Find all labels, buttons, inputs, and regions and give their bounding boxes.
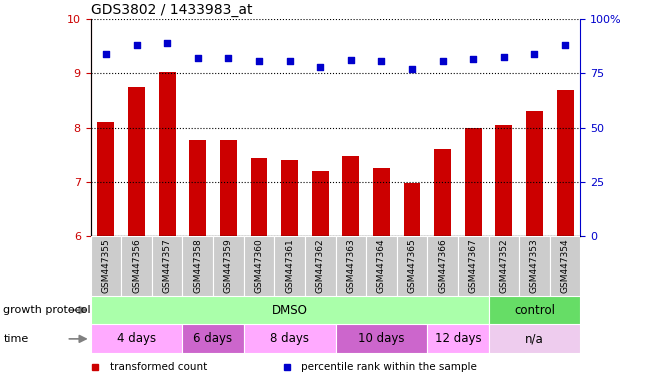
Point [285, 58, 295, 64]
Bar [152, 236, 183, 296]
Text: GSM447362: GSM447362 [315, 238, 325, 293]
Point [468, 56, 478, 62]
Text: GSM447364: GSM447364 [377, 238, 386, 293]
Text: DMSO: DMSO [272, 304, 307, 316]
Bar [427, 324, 488, 353]
Point [407, 66, 417, 72]
Text: time: time [3, 334, 29, 344]
Point [560, 42, 570, 48]
Text: GSM447363: GSM447363 [346, 238, 356, 293]
Bar [220, 140, 237, 236]
Bar [281, 160, 298, 236]
Bar [128, 87, 145, 236]
Bar [244, 324, 336, 353]
Bar [397, 236, 427, 296]
Text: growth protocol: growth protocol [3, 305, 91, 315]
Text: percentile rank within the sample: percentile rank within the sample [301, 362, 477, 372]
Point [437, 58, 448, 64]
Point [223, 55, 234, 61]
Text: 8 days: 8 days [270, 333, 309, 345]
Bar [244, 236, 274, 296]
Text: GSM447366: GSM447366 [438, 238, 447, 293]
Text: GSM447360: GSM447360 [254, 238, 264, 293]
Text: 10 days: 10 days [358, 333, 405, 345]
Point [529, 51, 540, 58]
Text: GSM447367: GSM447367 [469, 238, 478, 293]
Point [193, 55, 203, 61]
Text: GSM447355: GSM447355 [101, 238, 111, 293]
Text: GSM447361: GSM447361 [285, 238, 294, 293]
Bar [557, 90, 574, 236]
Bar [465, 127, 482, 236]
Bar [488, 296, 580, 324]
Bar [495, 125, 512, 236]
Bar [183, 324, 244, 353]
Bar [404, 183, 421, 236]
Text: GDS3802 / 1433983_at: GDS3802 / 1433983_at [91, 3, 252, 17]
Point [101, 51, 111, 58]
Text: GSM447352: GSM447352 [499, 238, 509, 293]
Bar [342, 156, 359, 236]
Text: GSM447359: GSM447359 [224, 238, 233, 293]
Text: GSM447354: GSM447354 [560, 238, 570, 293]
Bar [91, 236, 121, 296]
Point [131, 42, 142, 48]
Point [315, 64, 325, 70]
Bar [336, 236, 366, 296]
Bar [488, 324, 580, 353]
Text: n/a: n/a [525, 333, 544, 345]
Bar [427, 236, 458, 296]
Point [254, 58, 264, 64]
Text: 12 days: 12 days [435, 333, 481, 345]
Bar [189, 140, 206, 236]
Text: control: control [514, 304, 555, 316]
Bar [305, 236, 336, 296]
Text: GSM447357: GSM447357 [162, 238, 172, 293]
Bar [373, 168, 390, 236]
Text: GSM447353: GSM447353 [530, 238, 539, 293]
Bar [183, 236, 213, 296]
Text: GSM447365: GSM447365 [407, 238, 417, 293]
Bar [550, 236, 580, 296]
Bar [159, 72, 176, 236]
Bar [366, 236, 397, 296]
Bar [97, 122, 114, 236]
Bar [458, 236, 488, 296]
Point [376, 58, 386, 64]
Bar [336, 324, 427, 353]
Bar [312, 171, 329, 236]
Text: GSM447358: GSM447358 [193, 238, 202, 293]
Text: 6 days: 6 days [193, 333, 233, 345]
Bar [213, 236, 244, 296]
Bar [91, 296, 488, 324]
Text: GSM447356: GSM447356 [132, 238, 141, 293]
Bar [250, 157, 267, 236]
Bar [434, 149, 451, 236]
Text: 4 days: 4 days [117, 333, 156, 345]
Bar [519, 236, 550, 296]
Bar [526, 111, 543, 236]
Point [499, 53, 509, 60]
Bar [274, 236, 305, 296]
Bar [91, 324, 183, 353]
Point [346, 57, 356, 63]
Text: transformed count: transformed count [110, 362, 207, 372]
Point [162, 40, 172, 46]
Bar [121, 236, 152, 296]
Bar [488, 236, 519, 296]
